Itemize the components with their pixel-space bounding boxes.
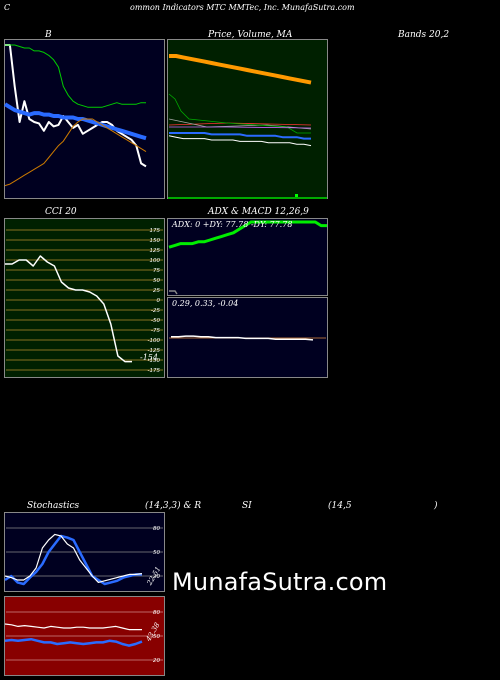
rsi-series-0: [4, 623, 142, 631]
stoch-series-0: [4, 534, 142, 586]
macd-panel: [167, 297, 328, 378]
rsi-series-1: [4, 637, 143, 647]
stoch-si: SI: [242, 501, 252, 511]
cci-tick-label: -175: [148, 368, 161, 374]
cci-tick-label: 175: [150, 228, 161, 234]
adx-dy-line: [169, 290, 178, 295]
pv-series-2: [168, 135, 312, 147]
pv-series-0: [169, 54, 312, 85]
pv-ma-strand: [168, 118, 312, 130]
watermark: MunafaSutra.com: [172, 568, 388, 596]
macd-series-0: [171, 335, 314, 341]
volume-bar: [295, 194, 298, 198]
cci-tick-label: -100: [148, 338, 161, 344]
bollinger-series-3: [4, 118, 147, 187]
bollinger-series-2: [5, 44, 146, 108]
cci-series-0: [5, 255, 132, 363]
pv-ma-strand: [169, 126, 312, 129]
stoch-series-1: [4, 533, 143, 584]
cci-label: CCI 20: [45, 207, 77, 217]
rsi-tick-label: 50: [153, 634, 160, 640]
bollinger-series-1: [4, 102, 147, 141]
stoch-tick-label: 50: [153, 550, 160, 556]
cci-last-value: -154: [140, 353, 158, 362]
adx-series-0: [168, 220, 327, 249]
cci-tick-label: -75: [151, 328, 160, 334]
stoch-params: (14,3,3) & R: [145, 501, 202, 511]
cci-tick-label: -50: [151, 318, 160, 324]
macd-readout: 0.29, 0.33, -0.04: [172, 299, 239, 308]
cci-tick-label: -125: [148, 348, 161, 354]
pv-series-1: [169, 132, 311, 140]
cci-tick-label: 0: [157, 298, 161, 304]
rsi-panel: 80 50 20: [4, 596, 165, 676]
stochastics-panel: 80 50 20: [4, 512, 165, 592]
stoch-label: Stochastics: [27, 501, 80, 511]
cci-tick-label: 150: [150, 238, 161, 244]
bollinger-panel: [4, 39, 165, 199]
stoch-tick-label: 20: [153, 574, 160, 580]
cci-panel: 175 150 125 100 75 50 25 0 -25 -50 -75 -100 -125 -150…: [4, 218, 165, 378]
page-title: ommon Indicators MTC MMTec, Inc. MunafaS…: [130, 3, 355, 12]
adx-macd-label: ADX & MACD 12,26,9: [208, 207, 309, 217]
adx-readout: ADX: 0 +DY: 77.78 -DY: 77.78: [172, 220, 293, 229]
stoch-tick-label: 80: [153, 526, 160, 532]
bollinger-label: B: [45, 30, 52, 40]
pv-ma-strand: [168, 93, 311, 134]
cci-tick-label: -150: [148, 358, 161, 364]
cci-tick-label: 75: [153, 268, 160, 274]
cci-tick-label: 100: [150, 258, 161, 264]
price-volume-ma-label: Price, Volume, MA: [208, 30, 293, 40]
stoch-rsi-params: (14,5: [328, 501, 352, 511]
cci-tick-label: 25: [153, 288, 160, 294]
stoch-close-paren: ): [434, 501, 438, 511]
rsi-tick-label: 20: [153, 658, 160, 664]
cci-tick-label: 125: [150, 248, 161, 254]
rsi-tick-label: 80: [153, 610, 160, 616]
header-c: C: [4, 3, 11, 12]
adx-panel: [167, 218, 328, 296]
price-volume-ma-panel: [167, 39, 328, 199]
cci-tick-label: 50: [153, 278, 160, 284]
cci-tick-label: -25: [151, 308, 160, 314]
bands-label: Bands 20,2: [398, 30, 450, 40]
